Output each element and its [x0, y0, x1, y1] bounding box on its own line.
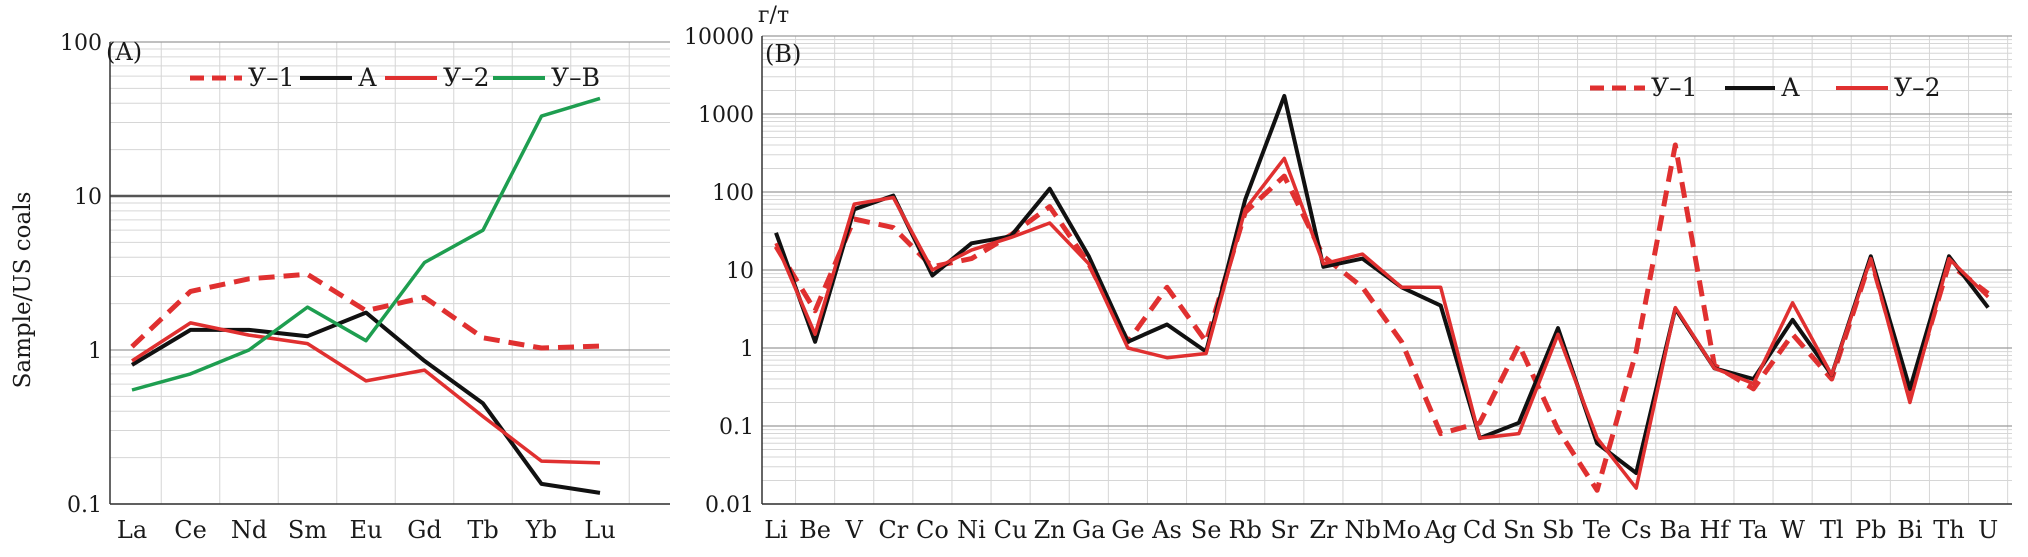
legend-label: У–2: [443, 63, 489, 92]
x-tick-label: Ni: [957, 516, 986, 544]
y-tick-label: 10: [726, 259, 754, 284]
y-axis-title: г/т: [758, 3, 789, 28]
panel-label: (A): [106, 38, 142, 66]
legend-label: У–2: [1894, 73, 1940, 102]
x-tick-label: As: [1151, 516, 1182, 544]
x-tick-label: La: [117, 516, 147, 544]
x-tick-label: Ag: [1423, 516, 1457, 544]
x-tick-label: Ge: [1111, 516, 1144, 544]
y-tick-label: 0.01: [705, 493, 754, 518]
x-tick-label: Pb: [1855, 516, 1887, 544]
x-tick-label: Ba: [1659, 516, 1691, 544]
legend-label: У–1: [1651, 73, 1697, 102]
x-tick-label: Tl: [1820, 516, 1844, 544]
x-tick-label: Bi: [1897, 516, 1923, 544]
x-tick-label: Yb: [525, 516, 557, 544]
y-tick-label: 10000: [684, 25, 754, 50]
series-line: [132, 323, 600, 463]
x-tick-label: Nb: [1344, 516, 1380, 544]
x-tick-label: Cs: [1621, 516, 1652, 544]
y-tick-label: 1: [88, 339, 102, 364]
x-tick-label: Te: [1583, 516, 1611, 544]
x-tick-label: Gd: [407, 516, 442, 544]
y-tick-label: 0.1: [67, 493, 102, 518]
y-axis-title: Sample/US coals: [10, 192, 36, 389]
y-tick-label: 1: [740, 337, 754, 362]
legend-label: У–1: [248, 63, 294, 92]
x-tick-label: Ce: [174, 516, 207, 544]
x-tick-label: Sb: [1542, 516, 1574, 544]
x-tick-label: Be: [799, 516, 831, 544]
y-tick-label: 0.1: [719, 415, 754, 440]
x-tick-label: Th: [1933, 516, 1964, 544]
x-tick-label: Mo: [1382, 516, 1421, 544]
x-tick-label: Lu: [584, 516, 615, 544]
x-tick-label: Zr: [1309, 516, 1338, 544]
y-tick-label: 100: [60, 31, 102, 56]
panel-a: 0.1 1 10 100 La Ce Nd Sm Eu Gd Tb Yb Lu Sample/US coa…: [10, 31, 670, 544]
x-tick-label: Li: [764, 516, 788, 544]
x-tick-label: Tb: [467, 516, 498, 544]
x-tick-label: Sn: [1503, 516, 1535, 544]
legend-label: А: [1781, 73, 1800, 102]
x-tick-label: W: [1780, 516, 1805, 544]
x-tick-label: Zn: [1034, 516, 1066, 544]
x-tick-label: Cr: [878, 516, 908, 544]
legend-label: У–В: [551, 63, 600, 92]
x-tick-label: Cd: [1463, 516, 1497, 544]
y-tick-label: 10: [74, 185, 102, 210]
x-tick-label: Nd: [231, 516, 267, 544]
x-tick-label: Co: [916, 516, 949, 544]
x-tick-label: Eu: [350, 516, 383, 544]
x-tick-label: Sr: [1270, 516, 1298, 544]
y-tick-label: 1000: [698, 103, 754, 128]
x-tick-label: Ga: [1072, 516, 1105, 544]
x-tick-label: Se: [1191, 516, 1222, 544]
x-tick-label: Hf: [1699, 516, 1731, 544]
y-tick-label: 100: [712, 181, 754, 206]
x-tick-label: V: [845, 516, 864, 544]
panel-label: (B): [765, 40, 801, 68]
series-line: [132, 98, 600, 390]
x-tick-label: U: [1978, 516, 1998, 544]
legend-label: А: [358, 63, 377, 92]
x-tick-label: Rb: [1228, 516, 1261, 544]
x-tick-label: Sm: [288, 516, 327, 544]
x-tick-label: Cu: [994, 516, 1028, 544]
x-tick-label: Ta: [1739, 516, 1767, 544]
